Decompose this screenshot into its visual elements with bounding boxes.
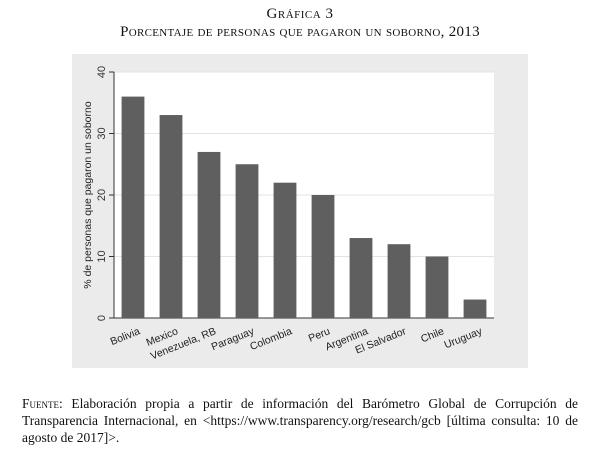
bar [311,195,335,318]
bar [463,299,487,318]
chart-caption-number: Gráfica 3 [266,6,334,22]
source-text: Elaboración propia a partir de informaci… [22,396,579,445]
x-tick-label: Bolivia [109,325,142,348]
y-tick-label: 20 [96,189,108,201]
bar [121,96,145,318]
bar [387,244,411,318]
bar [235,164,259,318]
y-tick-label: 10 [96,250,108,262]
bar [425,256,449,318]
y-tick-label: 40 [96,66,108,78]
bar [197,151,221,318]
y-tick-label: 30 [96,127,108,139]
chart-panel: 0 10 20 30 40 Bolivia Mexico Venezuela, RB Parag… [72,54,528,368]
source-label: Fuente: [22,396,63,411]
x-tick-label: Chile [419,325,446,345]
source-note: Fuente: Elaboración propia a partir de i… [22,395,578,446]
bar [273,182,297,318]
chart-caption-title: Porcentaje de personas que pagaron un so… [120,24,480,40]
y-tick-label: 0 [96,315,108,321]
x-tick-label: Uruguay [443,325,485,351]
x-tick-label: Colombia [248,325,294,353]
x-tick-label: Paraguay [210,325,257,353]
y-axis-title: % de personas que pagaron un soborno [82,101,94,289]
bar [159,115,183,318]
bar [349,238,373,318]
